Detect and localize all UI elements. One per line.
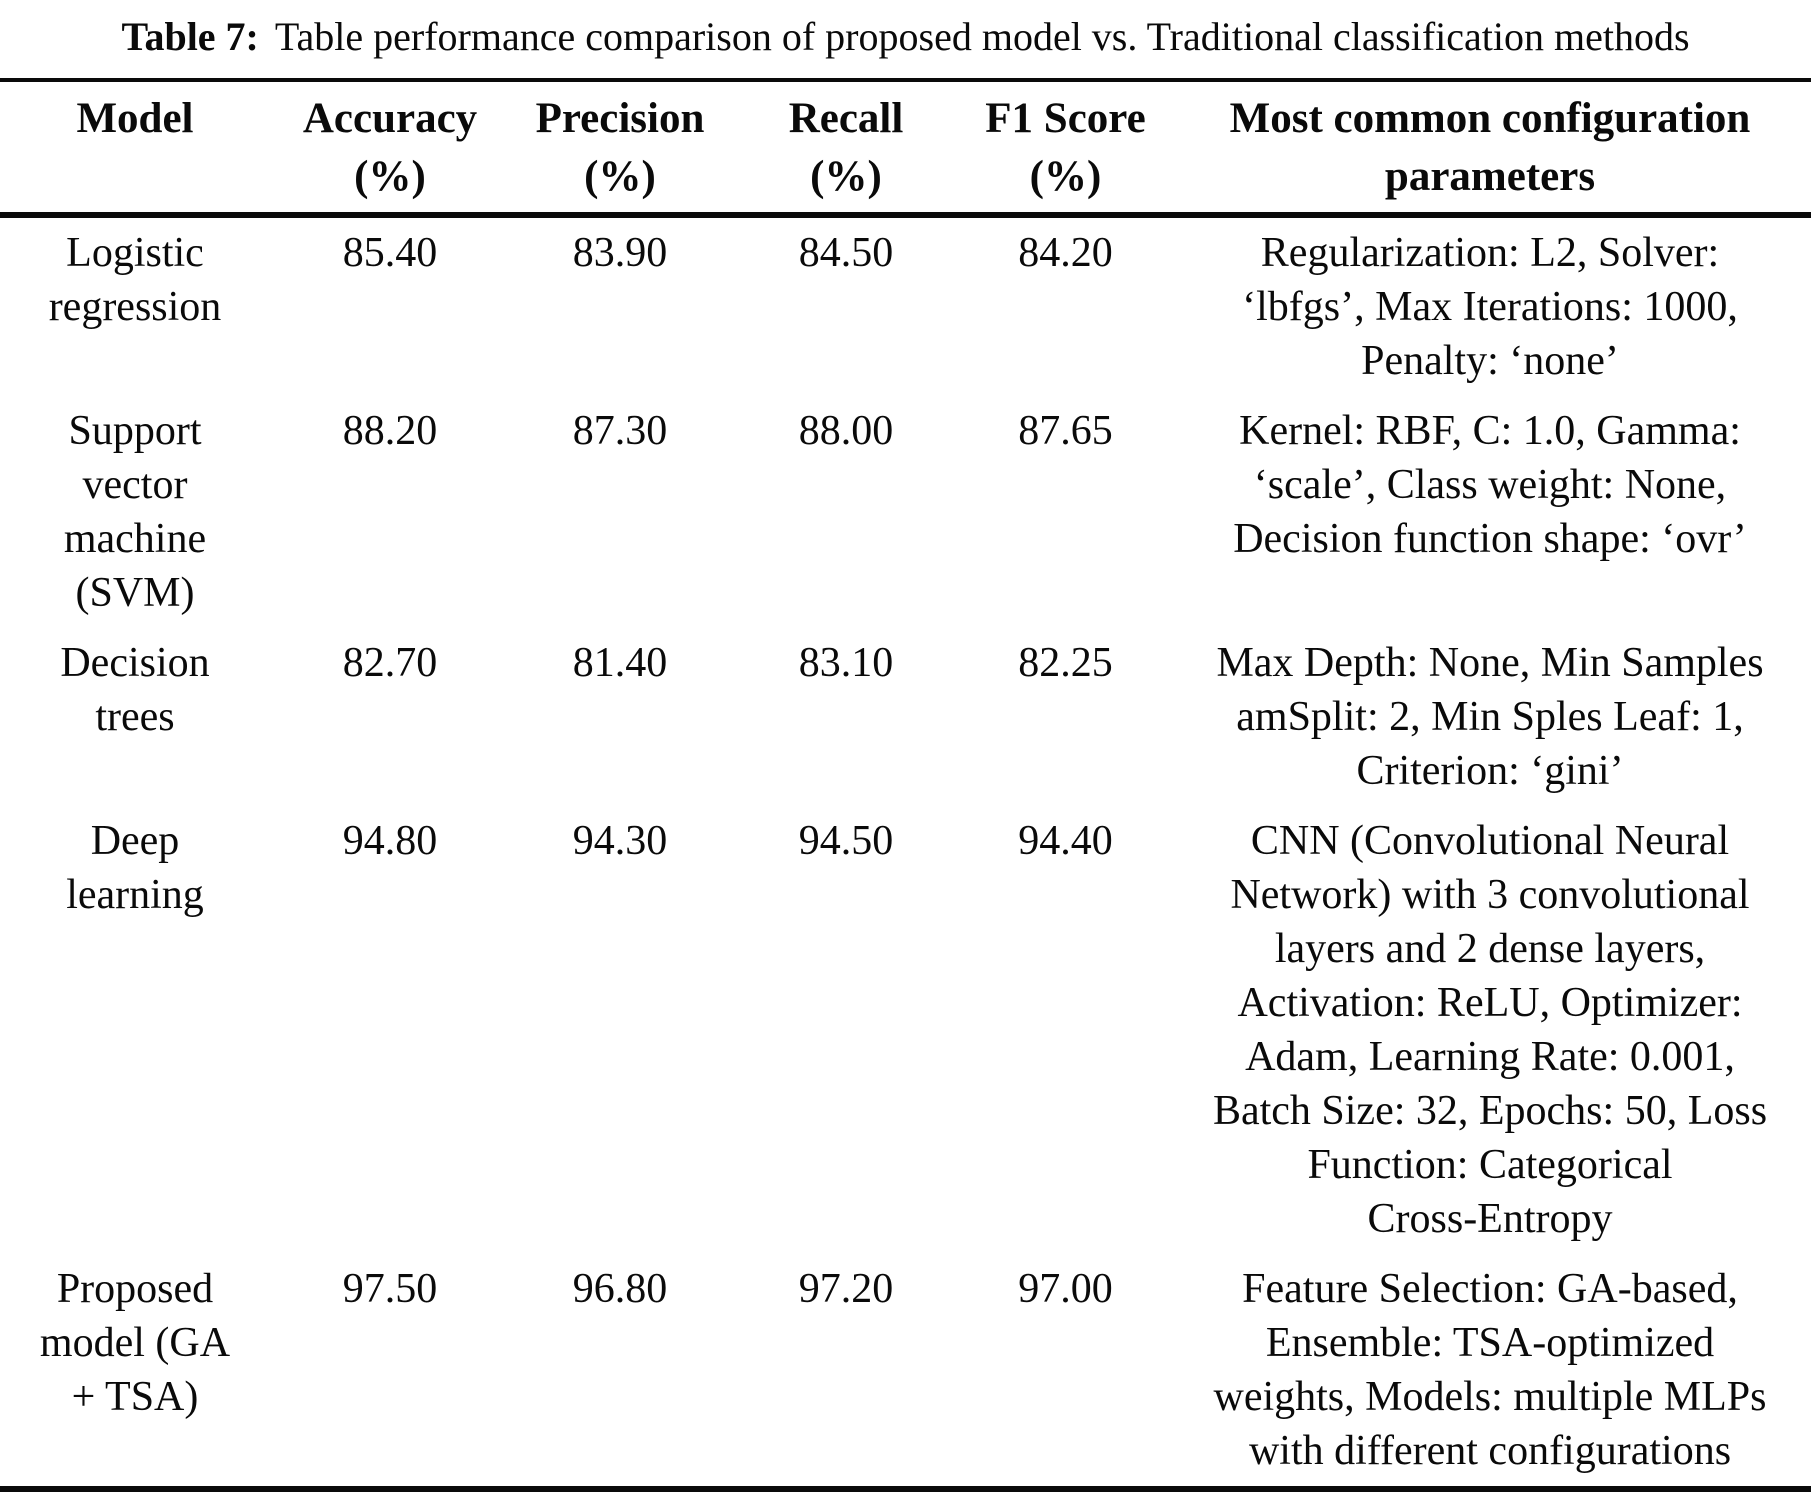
- accuracy-cell: 85.40: [342, 230, 438, 276]
- column-header-precision: Precision (%): [510, 80, 730, 215]
- header-row: Model Accuracy (%) Precision (%) Recall …: [0, 80, 1811, 215]
- model-cell: Logistic regression: [48, 230, 222, 330]
- header-line1: Precision: [535, 95, 705, 142]
- precision-cell: 83.90: [572, 230, 668, 276]
- header-line1: Model: [76, 95, 194, 142]
- accuracy-cell: 94.80: [342, 818, 438, 864]
- f1-cell: 94.40: [1018, 818, 1113, 864]
- header-line1: F1 Score: [985, 95, 1146, 142]
- table-caption: Table 7: Table performance comparison of …: [0, 0, 1811, 62]
- header-line2: (%): [810, 153, 882, 200]
- header-line1: Accuracy: [302, 95, 478, 142]
- config-cell: Kernel: RBF, C: 1.0, Gamma: ‘scale’, Cla…: [1233, 408, 1747, 562]
- precision-cell: 96.80: [572, 1266, 668, 1312]
- table-header: Model Accuracy (%) Precision (%) Recall …: [0, 80, 1811, 215]
- config-cell: Max Depth: None, Min Samples amSplit: 2,…: [1216, 640, 1764, 794]
- recall-cell: 97.20: [798, 1266, 894, 1312]
- column-header-config-parameters: Most common configuration parameters: [1169, 80, 1811, 215]
- f1-cell: 97.00: [1018, 1266, 1113, 1312]
- accuracy-cell: 88.20: [342, 408, 438, 454]
- header-line2: (%): [1029, 153, 1102, 200]
- precision-cell: 94.30: [572, 818, 668, 864]
- column-header-accuracy: Accuracy (%): [270, 80, 510, 215]
- model-cell: Proposed model (GA + TSA): [39, 1266, 231, 1420]
- caption-label: Table 7:: [121, 14, 259, 59]
- precision-cell: 81.40: [572, 640, 668, 686]
- table-row: Deep learning 94.80 94.30 94.50 94.40 CN…: [0, 806, 1811, 1254]
- column-header-model: Model: [0, 80, 270, 215]
- header-line2: (%): [354, 153, 426, 200]
- table-row: Decision trees 82.70 81.40 83.10 82.25 M…: [0, 628, 1811, 806]
- accuracy-cell: 82.70: [342, 640, 438, 686]
- table-row: Logistic regression 85.40 83.90 84.50 84…: [0, 215, 1811, 396]
- model-cell: Deep learning: [66, 818, 204, 918]
- column-header-f1-score: F1 Score (%): [962, 80, 1169, 215]
- table-row: Proposed model (GA + TSA) 97.50 96.80 97…: [0, 1254, 1811, 1489]
- f1-cell: 87.65: [1018, 408, 1113, 454]
- config-cell: Regularization: L2, Solver: ‘lbfgs’, Max…: [1242, 230, 1738, 384]
- model-cell: Support vector machine (SVM): [63, 408, 207, 616]
- accuracy-cell: 97.50: [342, 1266, 438, 1312]
- table-row: Support vector machine (SVM) 88.20 87.30…: [0, 396, 1811, 628]
- precision-cell: 87.30: [572, 408, 668, 454]
- recall-cell: 88.00: [798, 408, 894, 454]
- model-cell: Decision trees: [60, 640, 210, 740]
- results-table: Model Accuracy (%) Precision (%) Recall …: [0, 78, 1811, 1492]
- f1-cell: 84.20: [1018, 230, 1113, 276]
- column-header-recall: Recall (%): [730, 80, 962, 215]
- header-line1: Most common configuration: [1229, 95, 1751, 142]
- header-line1: Recall: [788, 95, 904, 142]
- recall-cell: 83.10: [798, 640, 894, 686]
- header-line2: parameters: [1384, 153, 1596, 200]
- caption-text: Table performance comparison of proposed…: [274, 14, 1690, 59]
- header-line2: (%): [584, 153, 656, 200]
- f1-cell: 82.25: [1018, 640, 1113, 686]
- recall-cell: 94.50: [798, 818, 894, 864]
- config-cell: CNN (Convolutional Neural Network) with …: [1212, 818, 1768, 1242]
- recall-cell: 84.50: [798, 230, 894, 276]
- table-body: Logistic regression 85.40 83.90 84.50 84…: [0, 215, 1811, 1489]
- config-cell: Feature Selection: GA-based, Ensemble: T…: [1213, 1266, 1767, 1474]
